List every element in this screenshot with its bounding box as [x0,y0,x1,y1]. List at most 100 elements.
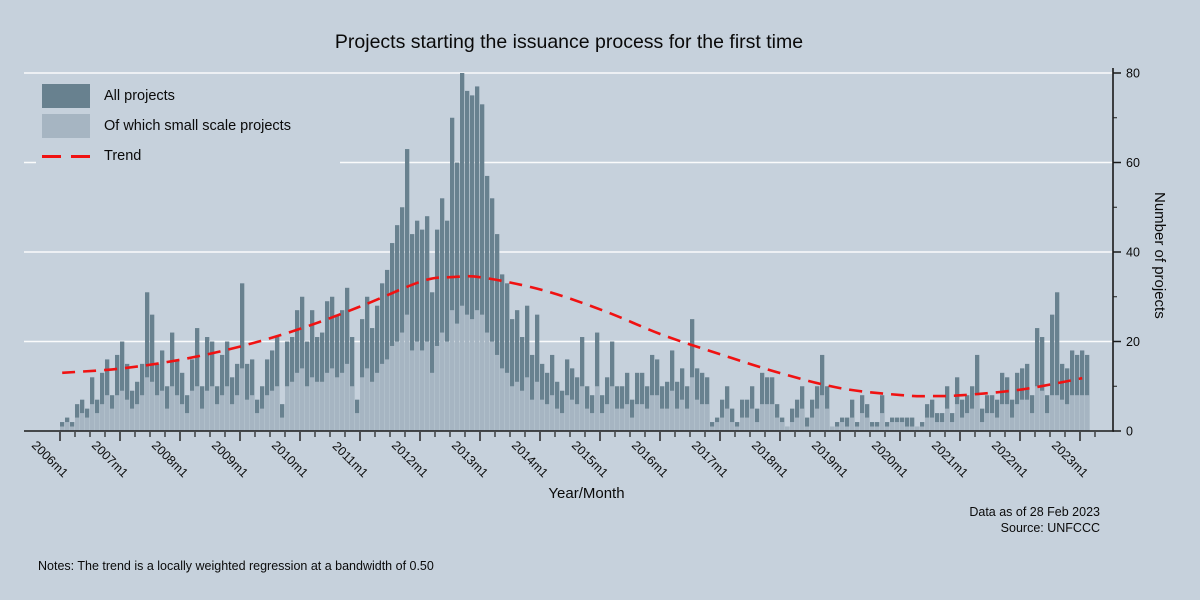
bar-all [425,216,430,431]
bar-small [610,386,615,431]
bar-all [340,310,345,431]
bar-small [300,368,305,431]
bar-all [850,399,855,431]
bar-small [670,390,675,431]
bar-small [435,345,440,431]
bar-small [130,408,135,431]
bar-all [820,354,825,431]
bar-small [75,417,80,431]
bar-small [115,395,120,431]
bar-small [545,404,550,431]
bar-small [955,404,960,431]
bar-small [275,386,280,431]
legend-label: All projects [104,88,175,104]
bar-all [435,229,440,431]
bar-small [205,390,210,431]
bar-all [365,296,370,431]
bar-small [655,395,660,431]
bar-small [680,399,685,431]
bar-small [80,413,85,431]
bar-small [555,408,560,431]
bar-all [1065,368,1070,431]
bar-all [170,332,175,431]
bar-small [795,417,800,431]
bar-small [1025,399,1030,431]
bar-all [740,399,745,431]
bar-all [960,399,965,431]
bar-small [800,408,805,431]
bar-small [120,390,125,431]
legend: All projects Of which small scale projec… [36,78,340,172]
bar-small [345,363,350,431]
bar-all [530,354,535,431]
bar-small [630,417,635,431]
bar-small [995,417,1000,431]
bar-all [480,104,485,431]
bar-small [315,381,320,431]
x-tick-label: 2019m1 [809,438,851,480]
bar-all [805,417,810,431]
bar-small [240,368,245,431]
bar-small [255,413,260,431]
bar-all [450,117,455,431]
bar-small [325,372,330,431]
bar-small [285,386,290,431]
bar-small [305,386,310,431]
bar-all [1070,350,1075,431]
bar-small [835,426,840,431]
bar-small [195,386,200,431]
bar-small [765,404,770,431]
bar-all [310,310,315,431]
bar-all [1085,354,1090,431]
bar-small [880,413,885,431]
bar-small [505,372,510,431]
bar-small [710,426,715,431]
bar-small [685,408,690,431]
bar-all [180,372,185,431]
bar-all [520,337,525,431]
bar-all [700,372,705,431]
bar-small [635,404,640,431]
x-tick-label: 2013m1 [449,438,491,480]
bar-small [745,417,750,431]
bar-all [1075,354,1080,431]
x-tick-label: 2023m1 [1049,438,1091,480]
bar-small [85,417,90,431]
x-tick-label: 2022m1 [989,438,1031,480]
legend-swatch-all-projects [42,84,90,108]
bar-small [455,323,460,431]
bar-small [820,395,825,431]
bar-small [1030,413,1035,431]
bar-small [940,422,945,431]
bar-all [665,381,670,431]
bar-all [415,220,420,431]
bar-small [875,426,880,431]
bar-small [805,426,810,431]
bar-all [145,292,150,431]
bar-small [70,426,75,431]
bar-small [960,417,965,431]
bar-small [105,395,110,431]
bar-small [420,350,425,431]
bar-small [695,399,700,431]
bar-all [350,337,355,431]
bar-small [950,422,955,431]
bar-all [445,220,450,431]
bar-all [730,408,735,431]
bar-small [845,426,850,431]
bar-all [295,310,300,431]
bar-all [475,86,480,432]
bar-small [415,341,420,431]
bar-all [675,381,680,431]
bar-small [410,350,415,431]
bar-small [1055,395,1060,431]
bar-all [720,399,725,431]
bar-small [365,368,370,431]
bar-small [155,395,160,431]
bar-all [635,372,640,431]
bar-all [455,162,460,431]
bar-all [485,175,490,431]
bar-all [385,269,390,431]
bar-small [380,363,385,431]
